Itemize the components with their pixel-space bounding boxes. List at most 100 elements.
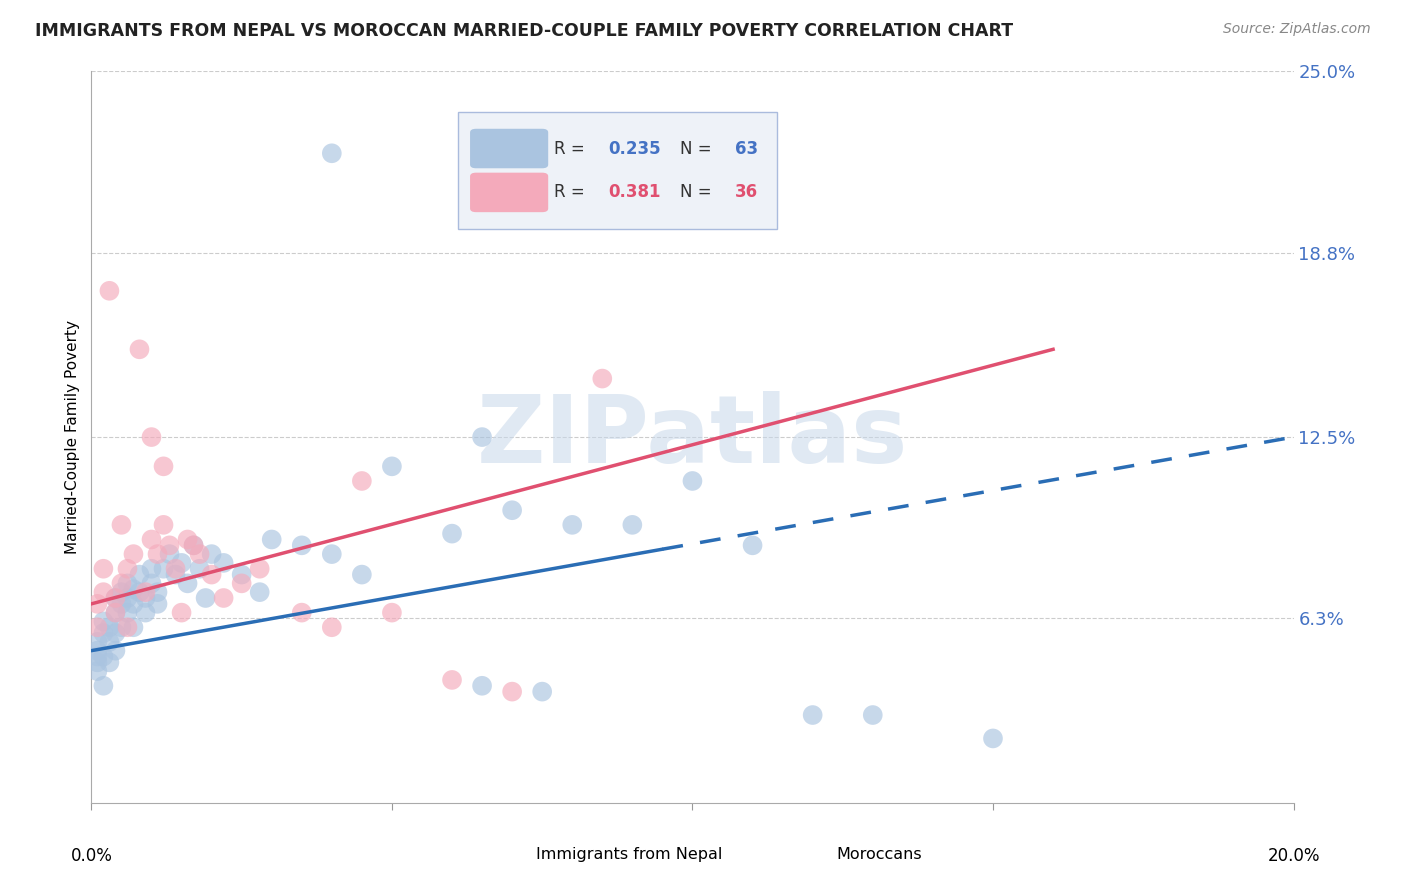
Point <box>117 576 139 591</box>
Point <box>621 517 644 532</box>
Point <box>188 547 211 561</box>
Point <box>212 591 235 605</box>
Point <box>152 562 174 576</box>
Point <box>122 597 145 611</box>
Point <box>93 615 115 629</box>
Point <box>681 474 703 488</box>
Point <box>122 620 145 634</box>
Point <box>146 585 169 599</box>
Point <box>188 562 211 576</box>
Point <box>93 585 115 599</box>
Text: IMMIGRANTS FROM NEPAL VS MOROCCAN MARRIED-COUPLE FAMILY POVERTY CORRELATION CHAR: IMMIGRANTS FROM NEPAL VS MOROCCAN MARRIE… <box>35 22 1014 40</box>
Point <box>381 606 404 620</box>
Point <box>98 656 121 670</box>
Text: N =: N = <box>681 184 717 202</box>
Point <box>165 567 187 582</box>
Text: 36: 36 <box>734 184 758 202</box>
Point <box>134 585 156 599</box>
Point <box>117 620 139 634</box>
Point <box>141 430 163 444</box>
Text: Moroccans: Moroccans <box>837 847 922 862</box>
Point <box>440 673 463 687</box>
Point <box>86 635 108 649</box>
Text: 20.0%: 20.0% <box>1267 847 1320 864</box>
Point <box>128 567 150 582</box>
Point <box>128 585 150 599</box>
Point <box>93 562 115 576</box>
Point <box>471 430 494 444</box>
Point <box>104 591 127 605</box>
Point <box>159 547 181 561</box>
Point <box>561 517 583 532</box>
FancyBboxPatch shape <box>470 128 548 169</box>
Point <box>146 547 169 561</box>
Point <box>152 517 174 532</box>
Point <box>104 606 127 620</box>
Point <box>104 626 127 640</box>
Point <box>183 538 205 552</box>
Point <box>260 533 283 547</box>
Point <box>291 538 314 552</box>
Point <box>170 556 193 570</box>
Point <box>146 597 169 611</box>
FancyBboxPatch shape <box>773 840 825 868</box>
Point <box>98 620 121 634</box>
Text: 0.0%: 0.0% <box>70 847 112 864</box>
Point <box>350 474 373 488</box>
Point <box>86 649 108 664</box>
Point <box>110 585 132 599</box>
Point <box>104 591 127 605</box>
Text: 63: 63 <box>734 139 758 158</box>
Point <box>134 606 156 620</box>
Point <box>86 664 108 678</box>
Y-axis label: Married-Couple Family Poverty: Married-Couple Family Poverty <box>65 320 80 554</box>
Point <box>93 649 115 664</box>
Point <box>86 643 108 657</box>
Point <box>194 591 217 605</box>
Point <box>249 562 271 576</box>
Point <box>110 597 132 611</box>
Point <box>122 547 145 561</box>
Point <box>231 567 253 582</box>
FancyBboxPatch shape <box>458 112 776 228</box>
Point <box>321 146 343 161</box>
Point <box>501 503 523 517</box>
Point <box>159 538 181 552</box>
Point <box>201 567 224 582</box>
Text: 0.381: 0.381 <box>609 184 661 202</box>
Point <box>141 576 163 591</box>
Point <box>86 656 108 670</box>
Text: R =: R = <box>554 184 591 202</box>
Point <box>801 708 824 723</box>
Point <box>141 562 163 576</box>
Point <box>183 538 205 552</box>
Point <box>122 582 145 597</box>
Point <box>98 635 121 649</box>
Point <box>591 371 613 385</box>
Point <box>104 643 127 657</box>
Point <box>104 606 127 620</box>
Text: Source: ZipAtlas.com: Source: ZipAtlas.com <box>1223 22 1371 37</box>
Point <box>134 591 156 605</box>
Point <box>98 284 121 298</box>
Point <box>110 576 132 591</box>
Text: ZIPatlas: ZIPatlas <box>477 391 908 483</box>
Point <box>176 533 198 547</box>
FancyBboxPatch shape <box>472 840 526 868</box>
Point <box>170 606 193 620</box>
Point <box>93 679 115 693</box>
Point <box>501 684 523 698</box>
Point <box>86 597 108 611</box>
Point <box>862 708 884 723</box>
Point <box>471 679 494 693</box>
Point <box>212 556 235 570</box>
Point <box>321 547 343 561</box>
Point <box>531 684 554 698</box>
Point <box>249 585 271 599</box>
Point <box>141 533 163 547</box>
FancyBboxPatch shape <box>470 173 548 212</box>
Point <box>981 731 1004 746</box>
Point <box>291 606 314 620</box>
Point <box>231 576 253 591</box>
Point <box>128 343 150 357</box>
